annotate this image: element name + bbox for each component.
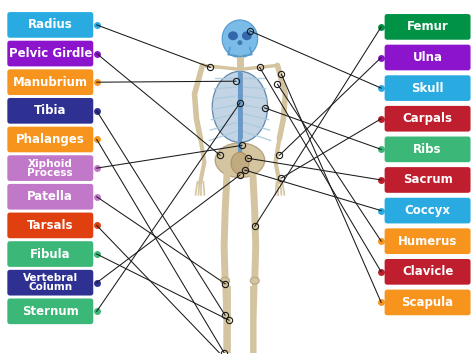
FancyBboxPatch shape [384, 198, 471, 223]
Ellipse shape [222, 20, 258, 58]
FancyBboxPatch shape [7, 41, 93, 66]
FancyBboxPatch shape [384, 228, 471, 254]
Ellipse shape [228, 31, 238, 40]
Text: Clavicle: Clavicle [402, 265, 453, 278]
Text: Ribs: Ribs [413, 143, 442, 156]
FancyBboxPatch shape [384, 14, 471, 40]
Text: Femur: Femur [407, 20, 448, 33]
FancyBboxPatch shape [384, 259, 471, 285]
FancyBboxPatch shape [7, 98, 93, 124]
FancyBboxPatch shape [7, 213, 93, 238]
FancyBboxPatch shape [384, 75, 471, 101]
Text: Patella: Patella [27, 190, 73, 203]
Ellipse shape [250, 277, 259, 284]
FancyBboxPatch shape [7, 69, 93, 95]
FancyBboxPatch shape [7, 270, 93, 295]
Text: Fibula: Fibula [30, 247, 71, 261]
Text: Radius: Radius [28, 18, 73, 31]
Ellipse shape [215, 143, 264, 178]
Ellipse shape [242, 31, 252, 40]
FancyBboxPatch shape [384, 137, 471, 162]
FancyBboxPatch shape [7, 184, 93, 209]
Text: Tarsals: Tarsals [27, 219, 73, 232]
Text: Xiphoid
Process: Xiphoid Process [27, 159, 73, 178]
FancyBboxPatch shape [384, 290, 471, 315]
Text: Sacrum: Sacrum [403, 174, 453, 186]
FancyBboxPatch shape [384, 167, 471, 193]
FancyBboxPatch shape [7, 155, 93, 181]
FancyBboxPatch shape [7, 12, 93, 38]
FancyBboxPatch shape [7, 241, 93, 267]
Text: Sternum: Sternum [22, 305, 79, 318]
Text: Scapula: Scapula [401, 296, 454, 309]
FancyBboxPatch shape [384, 106, 471, 132]
Ellipse shape [231, 152, 249, 174]
Text: Coccyx: Coccyx [405, 204, 451, 217]
Ellipse shape [237, 40, 242, 45]
Text: Vertebral
Column: Vertebral Column [23, 273, 78, 292]
Text: Manubrium: Manubrium [13, 76, 88, 89]
Text: Pelvic Girdle: Pelvic Girdle [9, 47, 92, 60]
FancyBboxPatch shape [384, 45, 471, 70]
FancyBboxPatch shape [7, 299, 93, 324]
Ellipse shape [212, 71, 268, 142]
Text: Carpals: Carpals [402, 112, 453, 125]
Text: Ulna: Ulna [412, 51, 443, 64]
Text: Humerus: Humerus [398, 235, 457, 248]
FancyBboxPatch shape [7, 127, 93, 152]
Text: Tibia: Tibia [34, 104, 66, 118]
Text: Phalanges: Phalanges [16, 133, 85, 146]
Text: Skull: Skull [411, 82, 444, 95]
Ellipse shape [221, 277, 229, 284]
